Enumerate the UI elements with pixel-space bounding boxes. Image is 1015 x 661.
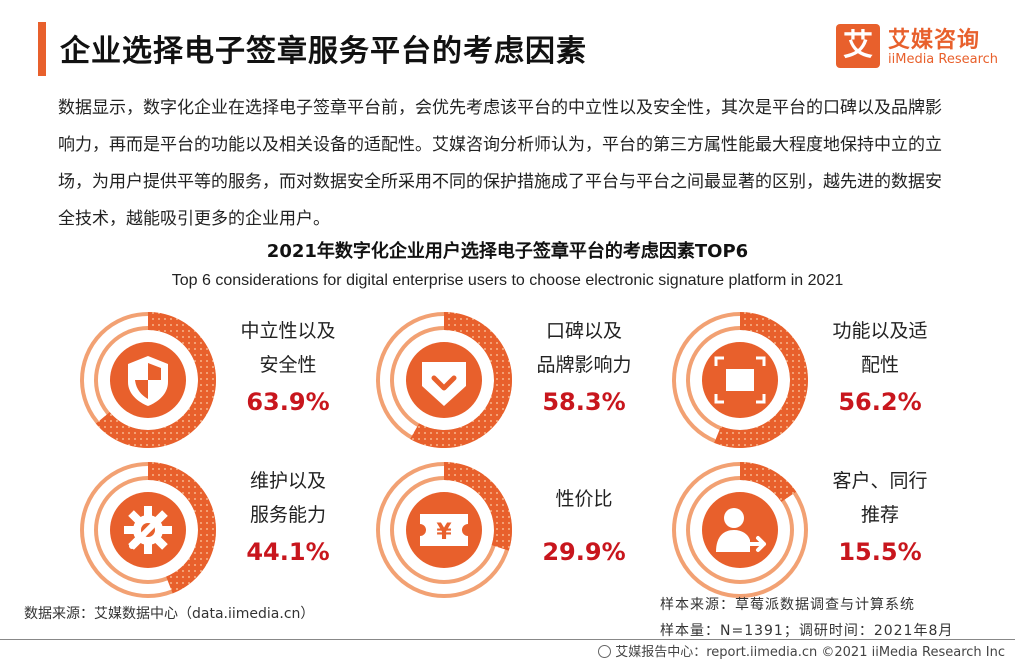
svg-text:¥: ¥: [436, 520, 452, 545]
brand-logo: 艾 艾媒咨询 iiMedia Research: [836, 22, 999, 74]
donut-center: [702, 492, 778, 568]
sample-source: 样本来源：草莓派数据调查与计算系统: [660, 597, 915, 613]
factor-label-line1: 功能以及适: [832, 320, 928, 342]
sample-size: 样本量：N=1391；调研时间：2021年8月: [660, 623, 954, 639]
factor-label-line2: 推荐: [860, 504, 899, 526]
factor-label-line2: 服务能力: [249, 504, 326, 526]
factor-label-line1: 性价比: [555, 488, 613, 510]
factor-value: 56.2%: [838, 388, 922, 416]
factor-item: 口碑以及品牌影响力 58.3%: [374, 310, 674, 450]
donut-value-arc: [95, 312, 217, 448]
donut-value-arc: [444, 462, 512, 551]
device-frame-icon: [714, 356, 766, 404]
donut-chart: [80, 312, 217, 448]
badge-check-icon: [422, 362, 466, 406]
factor-item: 客户、同行推荐 15.5%: [670, 460, 970, 600]
factor-item: 维护以及服务能力 44.1%: [78, 460, 378, 600]
factor-label-line1: 客户、同行: [832, 470, 928, 492]
factor-value: 15.5%: [838, 538, 922, 566]
factor-label-line1: 口碑以及: [545, 320, 622, 342]
footer: 艾媒报告中心：report.iimedia.cn ©2021 iiMedia R…: [598, 641, 1005, 660]
logo-english-name: iiMedia Research: [888, 52, 999, 67]
factor-label-line2: 配性: [860, 354, 899, 376]
footer-text: 艾媒报告中心：report.iimedia.cn ©2021 iiMedia R…: [615, 645, 1005, 660]
title-accent-bar: [38, 22, 46, 76]
chart-subtitle: Top 6 considerations for digital enterpr…: [171, 272, 844, 289]
factor-label-line2: 品牌影响力: [536, 354, 632, 376]
donut-chart: [672, 462, 808, 598]
factor-value: 29.9%: [542, 538, 626, 566]
factor-value: 44.1%: [246, 538, 330, 566]
globe-icon: [598, 645, 612, 658]
factor-value: 58.3%: [542, 388, 626, 416]
donut-value-arc: [148, 462, 216, 594]
factor-item: ¥ 性价比 29.9%: [374, 460, 674, 600]
factor-label: 客户、同行 推荐: [820, 464, 940, 532]
factor-label-line2: 安全性: [259, 354, 317, 376]
factor-label-line1: 中立性以及: [240, 320, 336, 342]
data-source: 数据来源：艾媒数据中心（data.iimedia.cn）: [24, 606, 315, 622]
factor-label: 维护以及 服务能力: [228, 464, 348, 532]
logo-mark: 艾: [836, 24, 880, 68]
donut-value-arc: [740, 462, 797, 502]
footer-divider: [0, 639, 1015, 640]
donut-chart: [672, 312, 808, 448]
donut-chart: [80, 462, 216, 598]
factor-item: 中立性以及安全性 63.9%: [78, 310, 378, 450]
user-refer-icon: [716, 508, 766, 552]
factor-label: 口碑以及 品牌影响力: [524, 314, 644, 382]
gear-wrench-icon: [124, 506, 172, 554]
factor-label-line1: 维护以及: [249, 470, 326, 492]
logo-chinese-name: 艾媒咨询: [888, 28, 981, 53]
factor-label: 性价比: [524, 482, 644, 516]
price-ticket-icon: ¥: [420, 514, 468, 546]
factor-label: 功能以及适 配性: [820, 314, 940, 382]
factor-item: 功能以及适配性 56.2%: [670, 310, 970, 450]
chart-title: 2021年数字化企业用户选择电子签章平台的考虑因素TOP6: [266, 241, 749, 262]
donut-value-arc: [410, 312, 512, 448]
intro-paragraph: 数据显示，数字化企业在选择电子签章平台前，会优先考虑该平台的中立性以及安全性，其…: [58, 98, 942, 229]
donut-chart: ¥: [376, 462, 512, 598]
donut-chart: [376, 312, 512, 448]
donut-value-arc: [714, 312, 808, 448]
shield-icon: [128, 356, 168, 406]
factor-label: 中立性以及 安全性: [228, 314, 348, 382]
factor-value: 63.9%: [246, 388, 330, 416]
page-title: 企业选择电子签章服务平台的考虑因素: [60, 34, 587, 69]
